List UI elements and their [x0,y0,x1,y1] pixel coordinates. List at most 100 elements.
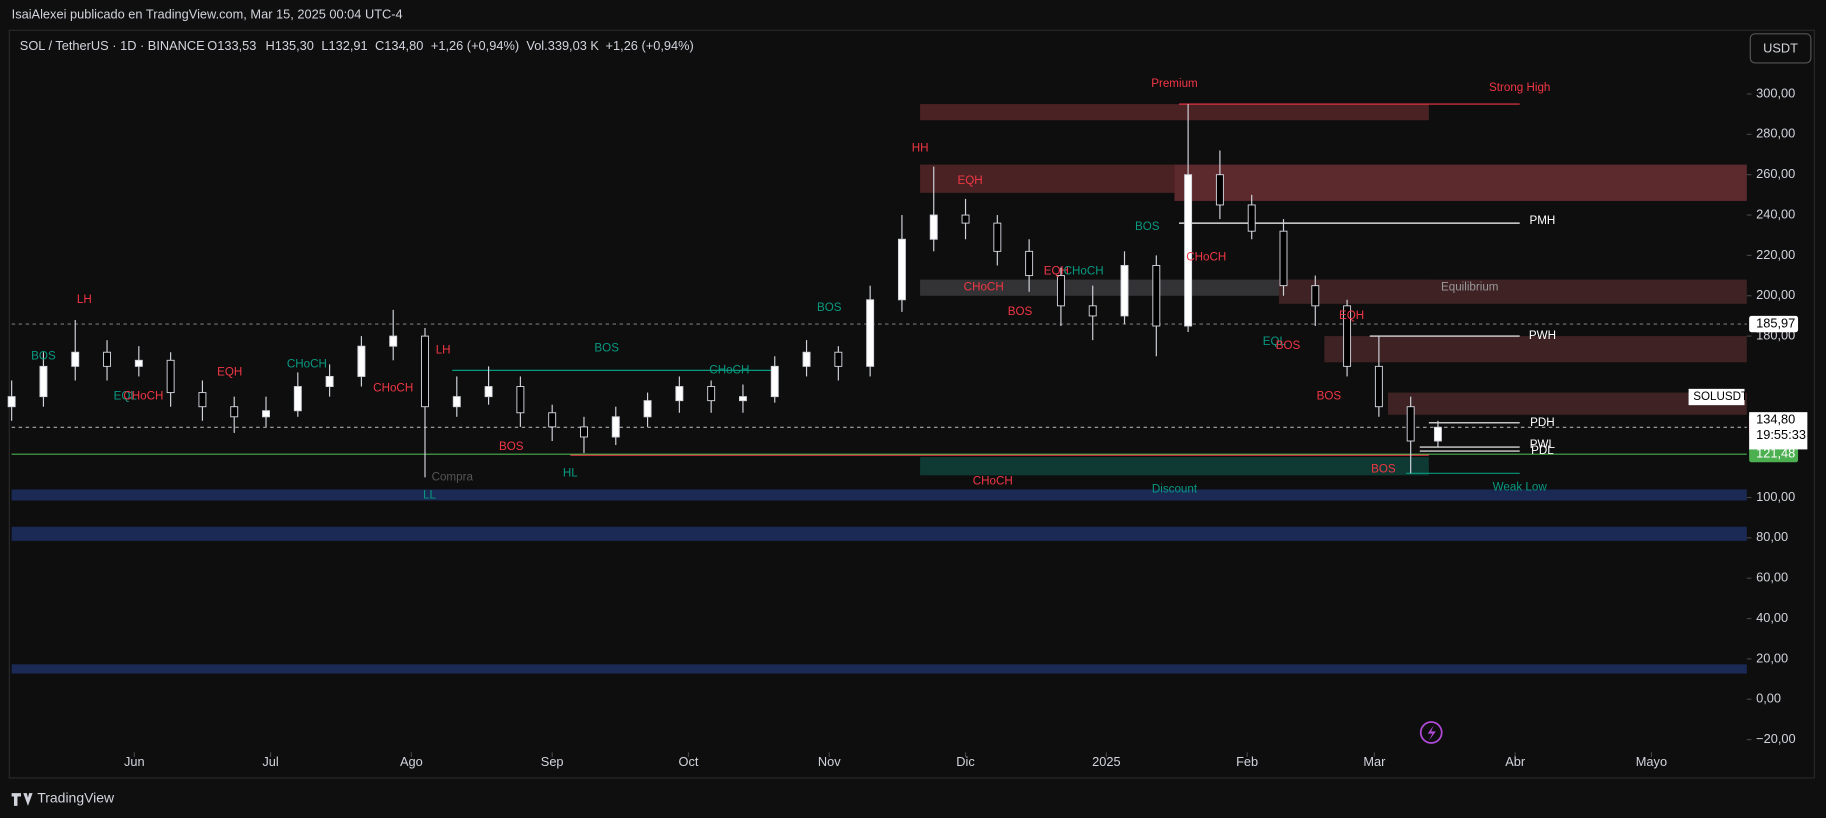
candle-body [548,412,557,428]
candle-body [929,214,938,240]
annotation: Strong High [1489,81,1550,94]
symbol-tag [1688,388,1745,406]
annotation: EQH [957,174,982,187]
annotation: CHoCH [973,474,1013,487]
candle-body [262,410,270,418]
candle-body [1025,250,1034,277]
brand: TradingView [37,790,115,806]
annotation: BOS [1276,339,1301,352]
x-tick-label: Nov [818,754,841,769]
x-tick-label: Oct [678,754,698,769]
annotation: BOS [594,341,619,354]
x-tick-label: Feb [1236,754,1258,769]
annotation: CHoCH [123,390,163,403]
candle-body [707,386,716,402]
zone [1387,392,1747,415]
annotation: Equilibrium [1441,281,1499,294]
candle-body [1311,285,1320,307]
candle-body [834,351,843,367]
annotation: LH [77,293,92,306]
x-tick-label: Mayo [1636,754,1667,769]
candle-body [993,222,1002,252]
legend-bg [11,34,757,59]
candle-body [770,365,779,398]
candle-body [452,396,461,408]
annotation: CHoCH [1186,250,1226,263]
x-tick-label: Ago [400,754,423,769]
zone [11,526,1747,541]
ohlc-high: H135,30 [266,38,314,53]
price-tag [1749,446,1799,463]
y-tick-label: 0,00 [1756,691,1781,706]
candle-body [738,396,747,402]
annotation: Compra [432,470,474,483]
annotation: EQH [217,365,242,378]
annotation: BOS [31,349,56,362]
candle-body [1088,305,1097,317]
annotation: PDH [1530,416,1555,429]
candle-body [1247,204,1256,232]
y-tick-label: 100,00 [1756,489,1795,504]
candle-body [675,386,684,402]
last-price-box [1749,412,1808,450]
annotation: PWH [1529,329,1556,342]
annotation: BOS [817,301,842,314]
candle-body [1406,406,1415,442]
annotation: BOS [1135,220,1160,233]
annotation: CHoCH [1064,265,1104,278]
annotation: PWL [1530,438,1556,451]
candle-body [325,375,334,387]
zone [1174,164,1747,201]
annotation: EQL [1263,335,1287,348]
countdown: 19:55:33 [1756,427,1806,442]
volume-change: +1,26 (+0,94%) [606,38,694,53]
candle-body [1184,174,1193,327]
candle-body [230,406,239,418]
zone [1324,336,1747,363]
lightning-icon[interactable] [1419,721,1443,744]
y-tick-label: 200,00 [1756,287,1795,302]
currency-button[interactable] [1749,33,1812,64]
lightning-glyph [1427,725,1436,741]
symbol: SOL / TetherUS · 1D · BINANCE [20,38,205,53]
annotation: CHoCH [964,281,1004,294]
annotation: BOS [499,440,524,453]
last-price: 134,80 [1756,412,1795,427]
annotation: CHoCH [373,382,413,395]
candle-body [1152,265,1161,327]
y-tick-label: 260,00 [1756,166,1795,181]
x-tick-label: Dic [956,754,975,769]
candle-body [516,386,525,414]
candle-body [7,396,16,408]
candle-body [103,351,111,367]
zone [11,489,1747,501]
brand-logo [11,793,33,806]
candle-body [1279,230,1288,287]
annotation: EQH [1339,309,1364,322]
candle-body [961,214,970,224]
annotation: Discount [1152,483,1198,496]
candle-body [802,351,811,367]
x-tick-label: Sep [541,754,564,769]
y-tick-label: 20,00 [1756,650,1788,665]
annotation: HH [912,142,929,155]
price-tag [1749,315,1799,333]
plot: Premium Strong HighHHEQHLHBOSEQHCHoCHEQLC… [7,77,1808,769]
annotation: EQH [1044,265,1069,278]
annotation: PDL [1531,444,1554,457]
ohlc-close: C134,80 [375,38,423,53]
currency[interactable]: USDT [1763,40,1798,55]
price-tag-label: 185,97 [1756,315,1795,330]
zone [920,104,1429,121]
candle-body [389,335,398,347]
candle-body [580,426,588,438]
candle-body [611,416,620,438]
annotation: EQL [114,390,138,403]
x-tick-label: Abr [1505,754,1526,769]
publisher: IsaiAlexei publicado en TradingView.com,… [12,7,403,22]
x-tick-label: Jul [262,754,278,769]
y-tick-label: 220,00 [1756,247,1795,262]
x-tick-label: 2025 [1092,754,1120,769]
